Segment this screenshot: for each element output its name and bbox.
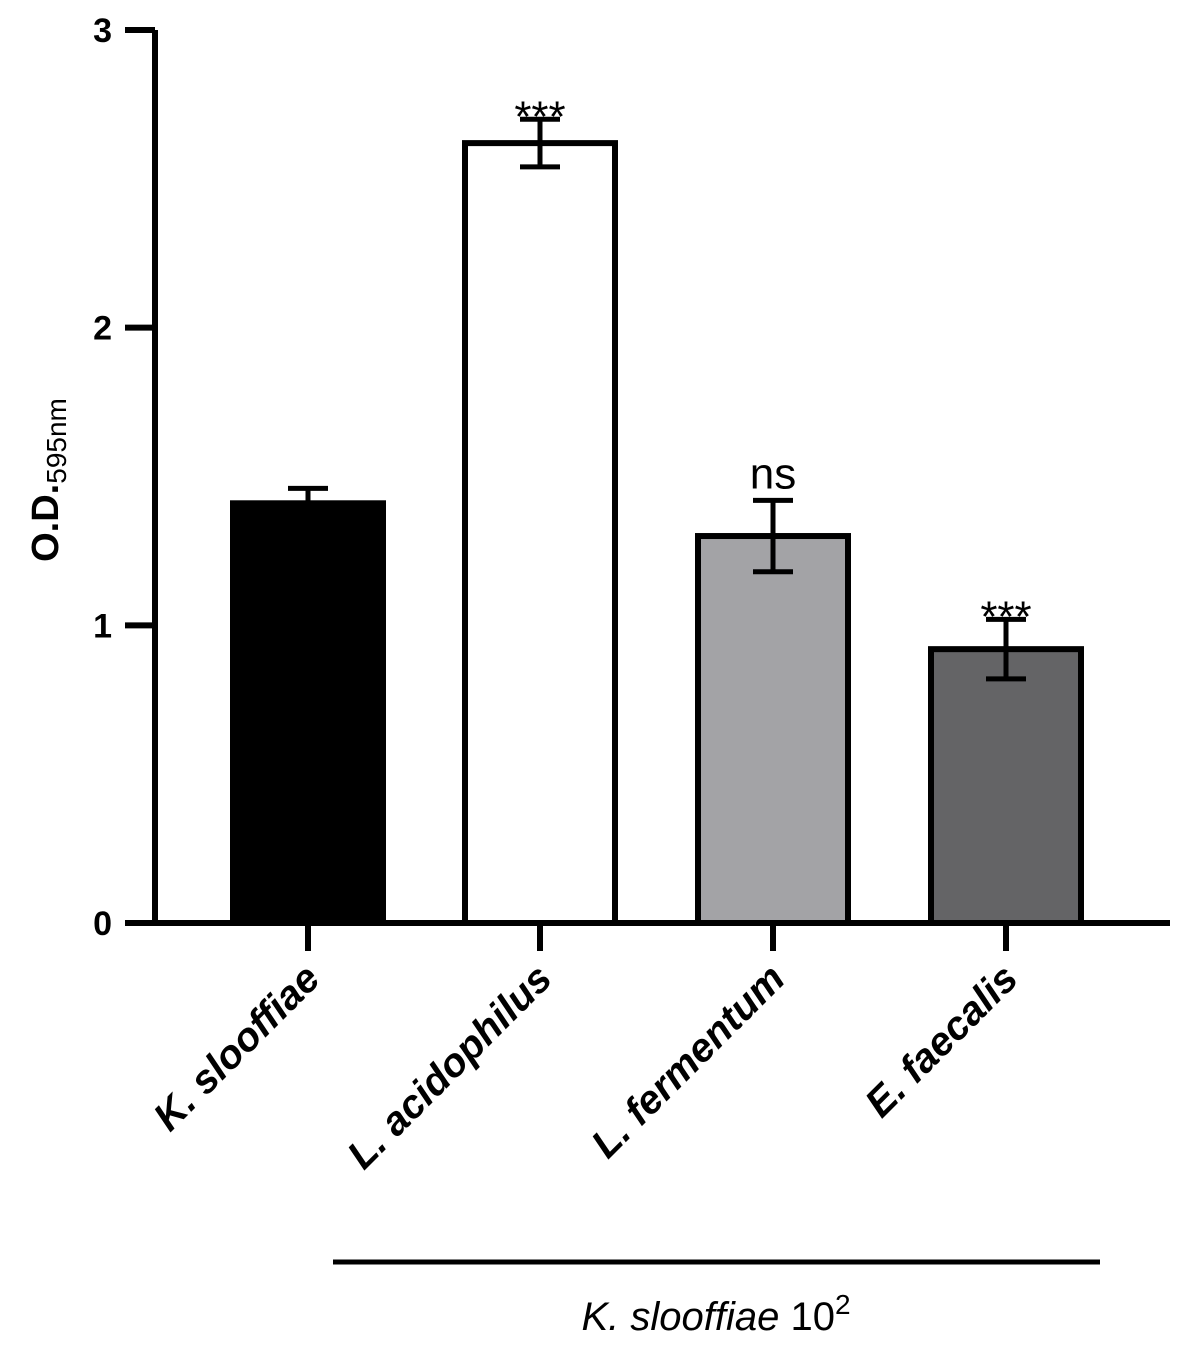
group-label-space — [779, 1295, 790, 1339]
error-bar-4 — [986, 616, 1026, 682]
group-label-base: 10 — [790, 1295, 835, 1339]
significance-labels: *** ns *** — [514, 92, 1031, 641]
error-bar-3 — [753, 497, 793, 575]
significance-label: *** — [980, 592, 1031, 641]
y-axis-label-subscript: 595nm — [41, 398, 72, 484]
bar-3 — [695, 533, 851, 926]
y-axis-label-main: O.D. — [25, 484, 67, 562]
error-bar-1 — [288, 485, 328, 504]
significance-label: *** — [514, 92, 565, 141]
y-tick-label: 0 — [93, 905, 112, 943]
group-label-exponent: 2 — [835, 1289, 851, 1320]
y-tick-label: 1 — [93, 607, 112, 645]
bar-1 — [230, 500, 386, 926]
y-ticks: 0 1 2 3 — [93, 12, 155, 943]
significance-label: ns — [750, 449, 796, 498]
bars — [230, 140, 1084, 926]
group-label: K. slooffiae 102 — [581, 1289, 850, 1339]
y-axis-label: O.D.595nm — [25, 398, 72, 562]
x-tick-label: E. faecalis — [857, 956, 1026, 1125]
y-tick-label: 3 — [93, 12, 112, 50]
axes — [152, 30, 1170, 926]
error-bar-2 — [520, 116, 560, 170]
bar-2 — [462, 140, 618, 926]
x-ticks: K. slooffiae L. acidophilus L. fermentum E.… — [145, 923, 1026, 1178]
x-tick-label: L. fermentum — [583, 956, 793, 1166]
x-tick-label: L. acidophilus — [339, 956, 560, 1177]
x-tick-label: K. slooffiae — [145, 956, 328, 1139]
bar-4 — [928, 646, 1084, 926]
group-label-species: K. slooffiae — [581, 1295, 779, 1339]
y-tick-label: 2 — [93, 310, 112, 348]
error-bars — [288, 116, 1026, 682]
